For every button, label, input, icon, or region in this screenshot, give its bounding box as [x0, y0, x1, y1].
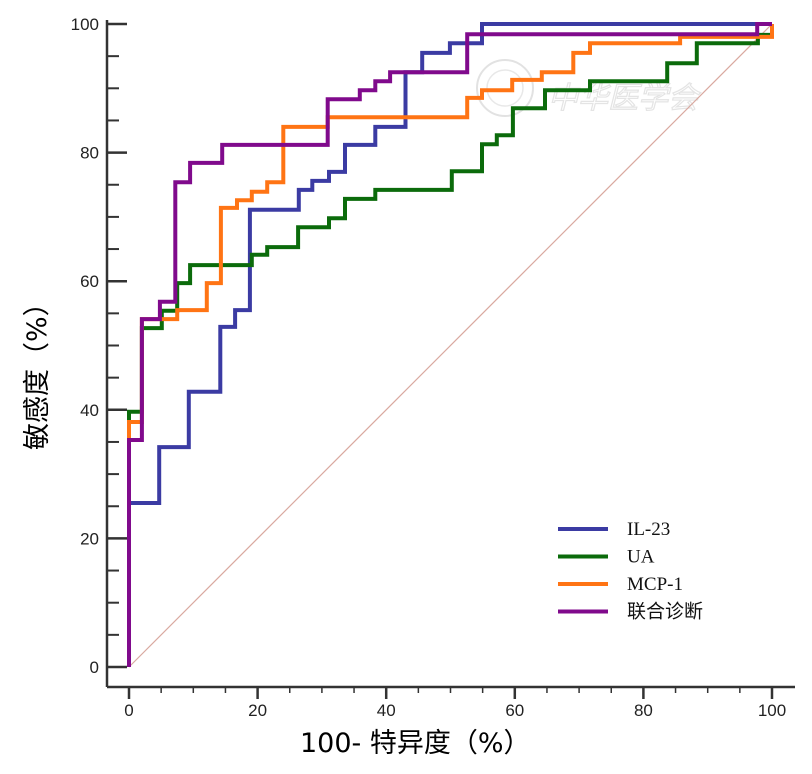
- x-tick-label: 0: [124, 701, 133, 720]
- y-tick-label: 0: [90, 658, 99, 677]
- legend: IL-23 UA MCP-1 联合诊断: [558, 519, 703, 623]
- y-tick-label: 20: [80, 529, 99, 548]
- y-tick-label: 100: [71, 15, 99, 34]
- x-axis-title: 100- 特异度（%）: [300, 728, 531, 759]
- series-line-3: [127, 24, 774, 667]
- x-tick-label: 100: [758, 701, 786, 720]
- axes: 0 20 40 60 80 100 0 20 40 60 80 100: [71, 15, 795, 720]
- legend-label: MCP-1: [627, 574, 683, 595]
- y-tick-label: 40: [80, 401, 99, 420]
- y-tick-label: 60: [80, 272, 99, 291]
- legend-label: UA: [627, 547, 655, 568]
- x-tick-label: 40: [377, 701, 396, 720]
- y-axis-title: 敏感度（%）: [22, 289, 53, 450]
- legend-label: 联合诊断: [627, 601, 703, 623]
- watermark-seal-inner: [486, 69, 524, 107]
- series-line-4: [127, 22, 772, 667]
- x-tick-label: 80: [634, 701, 653, 720]
- y-tick-label: 80: [80, 144, 99, 163]
- reference-diagonal-line: [128, 23, 773, 668]
- x-tick-label: 60: [505, 701, 524, 720]
- reference-line-group: [128, 23, 773, 668]
- legend-label: IL-23: [627, 519, 670, 540]
- x-tick-label: 20: [248, 701, 267, 720]
- series-group: [127, 22, 774, 667]
- watermark-seal-icon: [476, 59, 534, 117]
- watermark-text: 中华医学会: [548, 81, 701, 116]
- watermark: 中华医学会: [476, 59, 702, 117]
- series-line-1: [127, 22, 772, 667]
